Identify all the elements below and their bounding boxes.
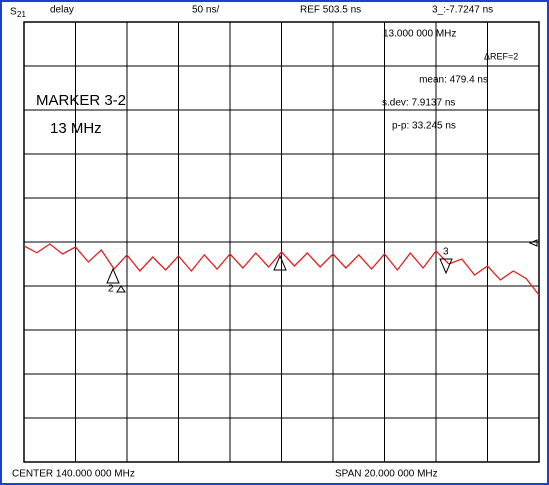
readout-pp: p-p: 33.245 ns (392, 121, 456, 132)
footer-center: CENTER 140.000 000 MHz (12, 469, 135, 480)
marker-readout: 3_:-7.7247 ns (432, 5, 493, 16)
footer-span: SPAN 20.000 000 MHz (335, 469, 438, 480)
readout-mean: mean: 479.4 ns (419, 75, 488, 86)
annotation-marker: MARKER 3-2 (36, 92, 126, 109)
param-sub: 21 (17, 10, 26, 19)
ref: REF 503.5 ns (300, 5, 361, 16)
scale: 50 ns/ (192, 5, 219, 16)
ref-pointer (528, 239, 538, 247)
readout-freq: 13.000 000 MHz (383, 29, 456, 40)
marker-2 (106, 267, 120, 284)
marker-1 (273, 254, 287, 271)
annotation-freq: 13 MHz (50, 120, 102, 137)
marker-2-label: 2 (108, 284, 114, 295)
readout-ref: ΔREF=2 (484, 51, 518, 61)
marker-3 (439, 258, 453, 275)
format: delay (50, 5, 74, 16)
param: S (10, 7, 17, 18)
readout-sdev: s.dev: 7.9137 ns (382, 98, 455, 109)
marker-2-delta (116, 285, 126, 293)
grid (24, 22, 539, 462)
marker-3-label: 3 (443, 247, 449, 258)
trace (23, 243, 540, 296)
